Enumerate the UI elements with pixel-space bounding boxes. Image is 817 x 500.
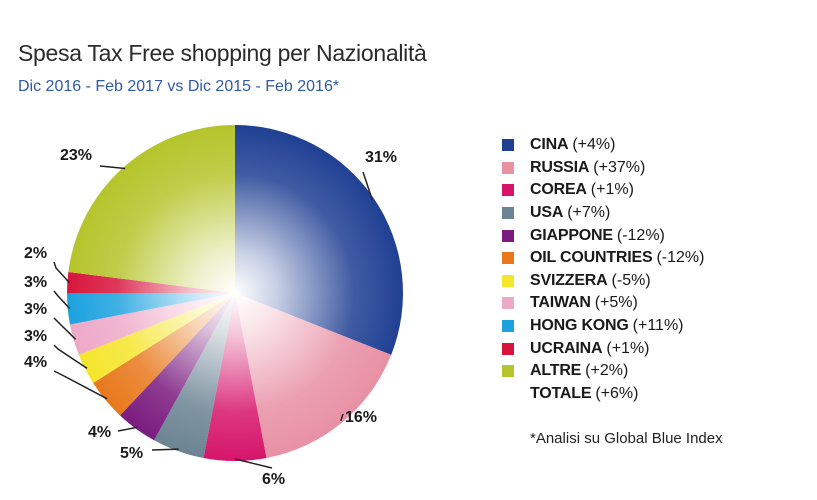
legend-item-totale: TOTALE (+6%) xyxy=(502,383,704,406)
legend-label: UCRAINA xyxy=(530,339,603,357)
legend-swatch xyxy=(502,365,514,378)
legend-label: OIL COUNTRIES xyxy=(530,249,653,267)
legend-item-giappone: GIAPPONE (-12%) xyxy=(502,224,704,247)
legend-label: HONG KONG xyxy=(530,317,629,335)
data-label-altre: 23% xyxy=(60,147,92,164)
legend-item-altre: ALTRE (+2%) xyxy=(502,360,704,383)
legend-change: (-5%) xyxy=(611,271,651,289)
legend-change: (+4%) xyxy=(572,136,616,154)
legend-label: USA xyxy=(530,204,564,222)
legend-label: GIAPPONE xyxy=(530,226,613,244)
chart-subtitle: Dic 2016 - Feb 2017 vs Dic 2015 - Feb 20… xyxy=(18,78,340,95)
data-label-cina: 31% xyxy=(365,149,397,166)
legend-swatch xyxy=(502,274,514,287)
legend-label: ALTRE xyxy=(530,362,582,380)
data-label-giappone: 4% xyxy=(88,424,111,441)
pie-chart: 31% 16% 6% 5% 4% 4% 3% 3% 3% 2% 23% xyxy=(24,125,403,488)
legend-swatch xyxy=(502,184,514,197)
data-label-hong-kong: 3% xyxy=(24,274,47,291)
legend-swatch xyxy=(502,252,514,265)
legend: CINA (+4%) RUSSIA (+37%) COREA (+1%) USA (+7%) G… xyxy=(502,134,704,405)
leader-line-ucraina xyxy=(53,261,70,284)
legend-label: CINA xyxy=(530,136,569,154)
footnote: *Analisi su Global Blue Index xyxy=(530,430,723,447)
legend-label: RUSSIA xyxy=(530,158,590,176)
legend-change: (+6%) xyxy=(595,384,639,402)
legend-swatch xyxy=(502,139,514,152)
legend-change: (+37%) xyxy=(593,158,646,176)
leader-line-taiwan xyxy=(53,317,77,340)
chart-title: Spesa Tax Free shopping per Nazionalità xyxy=(18,40,427,66)
legend-item-ucraina: UCRAINA (+1%) xyxy=(502,337,704,360)
leader-line-oil-countries xyxy=(53,370,108,400)
legend-label: TOTALE xyxy=(530,384,592,402)
legend-change: (-12%) xyxy=(616,226,665,244)
legend-change: (+11%) xyxy=(632,317,684,335)
legend-swatch xyxy=(502,297,514,310)
legend-swatch xyxy=(502,229,514,242)
legend-change: (+2%) xyxy=(585,362,629,380)
legend-swatch xyxy=(502,320,514,333)
legend-item-russia: RUSSIA (+37%) xyxy=(502,157,704,180)
legend-change: (-12%) xyxy=(656,249,705,267)
legend-swatch xyxy=(502,161,514,174)
leader-line-hong-kong xyxy=(53,290,71,310)
legend-item-oil-countries: OIL COUNTRIES (-12%) xyxy=(502,247,704,270)
legend-label: SVIZZERA xyxy=(530,271,608,289)
data-label-usa: 5% xyxy=(120,445,143,462)
data-label-taiwan: 3% xyxy=(24,301,47,318)
leader-line-giappone xyxy=(117,426,138,432)
legend-item-taiwan: TAIWAN (+5%) xyxy=(502,292,704,315)
legend-item-cina: CINA (+4%) xyxy=(502,134,704,157)
data-label-oil-countries: 4% xyxy=(24,354,47,371)
legend-label: COREA xyxy=(530,181,587,199)
pie-highlight xyxy=(67,125,403,461)
legend-item-usa: USA (+7%) xyxy=(502,202,704,225)
legend-change: (+5%) xyxy=(594,294,638,312)
legend-change: (+7%) xyxy=(567,204,611,222)
leader-line-cina xyxy=(362,171,374,200)
data-label-ucraina: 2% xyxy=(24,245,47,262)
leader-line-altre xyxy=(99,165,126,170)
legend-change: (+1%) xyxy=(606,339,650,357)
leader-line-usa xyxy=(151,448,179,451)
legend-swatch xyxy=(502,342,514,355)
legend-item-svizzera: SVIZZERA (-5%) xyxy=(502,270,704,293)
leader-line-svizzera xyxy=(53,344,88,369)
data-label-corea: 6% xyxy=(262,471,285,488)
legend-label: TAIWAN xyxy=(530,294,591,312)
legend-swatch xyxy=(502,207,514,220)
legend-change: (+1%) xyxy=(590,181,634,199)
data-label-russia: 16% xyxy=(345,409,377,426)
legend-item-hong-kong: HONG KONG (+11%) xyxy=(502,315,704,338)
data-label-svizzera: 3% xyxy=(24,328,47,345)
leader-line-russia xyxy=(340,413,344,422)
leader-line-corea xyxy=(234,458,273,469)
legend-item-corea: COREA (+1%) xyxy=(502,179,704,202)
